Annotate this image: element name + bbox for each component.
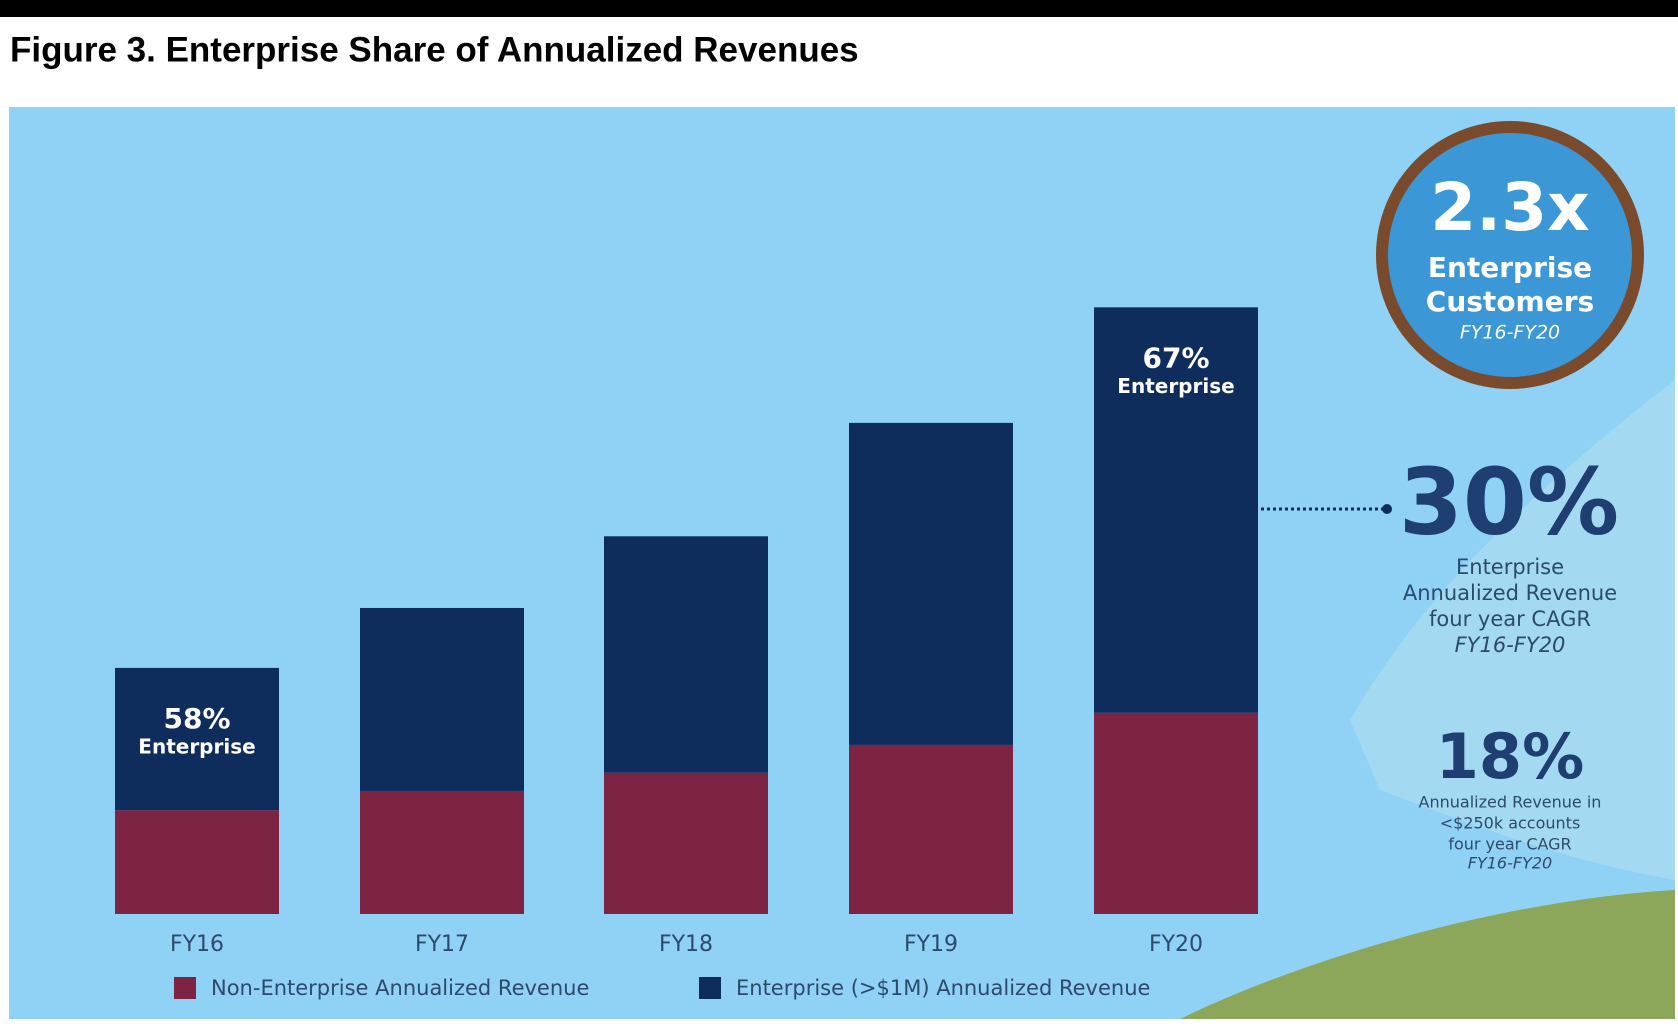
decor-grass	[1180, 890, 1675, 1019]
callout-line: four year CAGR	[1429, 607, 1591, 631]
connector-dot	[1382, 504, 1392, 514]
callout-line: Customers	[1426, 285, 1594, 318]
bar-segment	[115, 810, 279, 914]
badge	[1388, 133, 1632, 377]
bar-segment	[849, 422, 1013, 745]
top-bar	[0, 0, 1678, 17]
legend-swatch	[699, 977, 721, 999]
callout-period: FY16-FY20	[1460, 322, 1560, 344]
bar-segment	[1094, 307, 1258, 713]
x-tick-label: FY20	[1149, 932, 1203, 957]
bar-segment	[360, 790, 524, 914]
callout-value: 30%	[1399, 448, 1619, 555]
callout-line: Annualized Revenue in	[1419, 793, 1602, 812]
x-tick-label: FY19	[904, 932, 958, 957]
bar-segment	[115, 667, 279, 811]
x-tick-label: FY16	[170, 932, 224, 957]
annotation-value: 58%	[163, 702, 230, 735]
callout-period: FY16-FY20	[1468, 854, 1552, 873]
bar-segment	[604, 536, 768, 773]
legend-label: Enterprise (>$1M) Annualized Revenue	[736, 976, 1150, 1000]
callout-value: 18%	[1436, 720, 1584, 793]
callout-line: four year CAGR	[1448, 835, 1571, 854]
bar-segment	[849, 744, 1013, 914]
x-tick-label: FY18	[659, 932, 713, 957]
callout-value: 2.3x	[1430, 169, 1590, 246]
chart-title: Figure 3. Enterprise Share of Annualized…	[10, 30, 859, 69]
bar-segment	[1094, 712, 1258, 914]
legend-swatch	[174, 977, 196, 999]
bar-segment	[604, 772, 768, 914]
bar-segment	[360, 607, 524, 791]
annotation-text: Enterprise	[1117, 374, 1234, 398]
chart: FY16 FY17 FY18 FY19 FY2058%Enterprise67%Ente…	[115, 169, 1619, 1000]
x-tick-label: FY17	[415, 932, 469, 957]
legend-label: Non-Enterprise Annualized Revenue	[211, 976, 589, 1000]
callout-period: FY16-FY20	[1455, 633, 1566, 657]
callout-line: Annualized Revenue	[1403, 581, 1617, 605]
callout-line: Enterprise	[1428, 251, 1592, 284]
callout-line: Enterprise	[1456, 555, 1564, 579]
annotation-text: Enterprise	[138, 734, 255, 758]
decor-hill	[1350, 380, 1675, 880]
annotation-value: 67%	[1142, 341, 1209, 374]
callout-line: <$250k accounts	[1440, 814, 1581, 833]
